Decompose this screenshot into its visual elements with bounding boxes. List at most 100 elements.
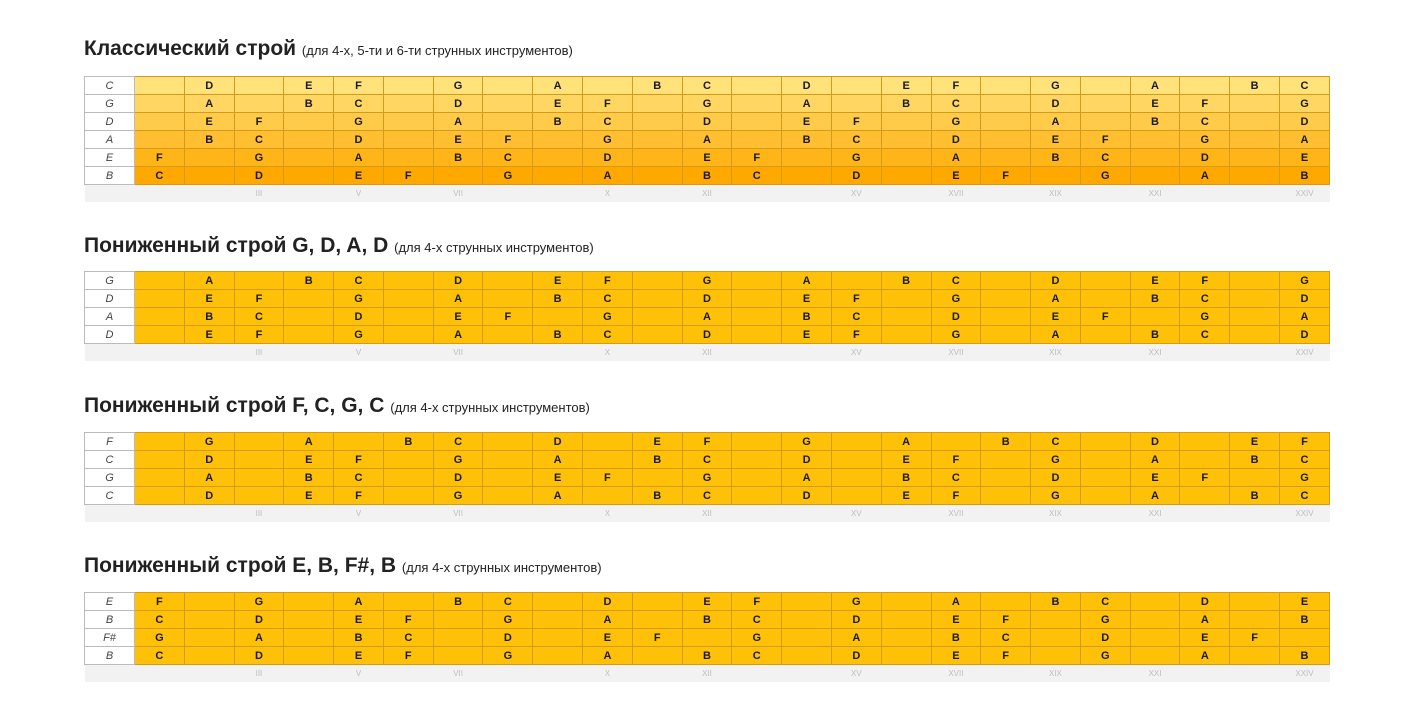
note-cell <box>980 148 1032 167</box>
note-cell <box>1129 610 1181 629</box>
note-cell: B <box>183 130 235 149</box>
note-cell: G <box>930 325 982 344</box>
string-name: G <box>84 271 135 290</box>
note-cell: C <box>1079 148 1131 167</box>
fret-number <box>283 504 334 522</box>
note-cell <box>134 325 185 344</box>
note-cell: B <box>1278 646 1331 665</box>
note-cell: B <box>382 432 434 451</box>
note-cell: G <box>432 486 484 505</box>
fret-number: XXI <box>1130 664 1180 682</box>
note-cell: C <box>1079 592 1131 611</box>
note-cell <box>1079 486 1131 505</box>
fret-number <box>781 504 832 522</box>
note-cell: C <box>582 289 633 308</box>
note-cell <box>980 592 1032 611</box>
note-cell <box>1079 271 1131 290</box>
note-cell: B <box>681 610 733 629</box>
note-cell <box>432 628 484 647</box>
note-cell: C <box>830 307 882 326</box>
note-cell: C <box>333 468 384 487</box>
note-cell: G <box>1179 307 1231 326</box>
note-cell <box>731 450 783 469</box>
note-cell: G <box>1030 76 1081 95</box>
note-cell <box>582 432 633 451</box>
note-cell: D <box>1278 289 1331 308</box>
note-cell: D <box>930 307 982 326</box>
note-cell: C <box>980 628 1032 647</box>
note-cell: F <box>1179 271 1231 290</box>
note-cell: D <box>183 486 235 505</box>
note-cell: F <box>134 592 185 611</box>
note-cell <box>283 610 335 629</box>
note-cell: D <box>233 646 285 665</box>
note-cell <box>532 646 584 665</box>
note-cell <box>980 468 1032 487</box>
note-cell: F <box>1229 628 1280 647</box>
note-cell <box>582 76 633 95</box>
fret-number <box>731 184 782 202</box>
note-cell: E <box>781 289 832 308</box>
note-cell <box>1079 76 1131 95</box>
note-cell: F <box>731 148 783 167</box>
note-cell <box>631 289 683 308</box>
fret-number: X <box>582 664 633 682</box>
fret-number: III <box>234 664 284 682</box>
note-cell: F <box>830 112 882 131</box>
note-cell <box>134 486 185 505</box>
note-cell: E <box>532 94 584 113</box>
note-cell <box>233 468 285 487</box>
note-cell: G <box>183 432 235 451</box>
note-cell: G <box>1179 130 1231 149</box>
note-cell <box>183 628 235 647</box>
note-cell: G <box>1030 450 1081 469</box>
note-cell: F <box>482 130 534 149</box>
note-cell <box>482 271 534 290</box>
note-cell <box>1229 94 1280 113</box>
note-cell: G <box>432 450 484 469</box>
note-cell: F <box>582 271 633 290</box>
fret-number: XIX <box>1030 343 1081 361</box>
note-cell: B <box>532 325 584 344</box>
note-cell: F <box>980 610 1032 629</box>
fret-number <box>283 664 334 682</box>
note-cell <box>233 76 285 95</box>
note-cell <box>382 486 434 505</box>
note-cell: F <box>681 432 733 451</box>
note-cell <box>980 307 1032 326</box>
note-cell <box>980 76 1032 95</box>
fret-number: XXI <box>1130 184 1180 202</box>
note-cell <box>532 628 584 647</box>
note-cell: B <box>1278 166 1331 185</box>
fret-numbers-row: III V VII X XII XV XVII XIX XXI XXIV <box>84 184 1330 202</box>
fret-number <box>731 664 782 682</box>
note-cell: F <box>333 486 384 505</box>
note-cell: D <box>1030 271 1081 290</box>
note-cell <box>1229 148 1280 167</box>
note-cell: D <box>1278 112 1331 131</box>
note-cell: D <box>1129 432 1181 451</box>
note-cell: E <box>880 450 932 469</box>
note-cell <box>582 450 633 469</box>
note-cell <box>880 325 932 344</box>
fret-number <box>383 504 434 522</box>
note-cell <box>134 130 185 149</box>
note-cell: G <box>930 112 982 131</box>
fret-number <box>532 504 583 522</box>
note-cell <box>283 289 335 308</box>
note-cell <box>880 112 932 131</box>
fret-number <box>980 343 1031 361</box>
note-cell: A <box>1030 112 1081 131</box>
note-cell: C <box>134 166 185 185</box>
note-cell: B <box>880 94 932 113</box>
note-cell: B <box>930 628 982 647</box>
note-cell <box>781 148 832 167</box>
note-cell: E <box>432 307 484 326</box>
note-cell: D <box>681 112 733 131</box>
fret-number <box>134 184 185 202</box>
note-cell <box>1129 148 1181 167</box>
note-cell <box>631 112 683 131</box>
note-cell: E <box>333 646 384 665</box>
note-cell: A <box>1030 289 1081 308</box>
note-cell <box>880 307 932 326</box>
